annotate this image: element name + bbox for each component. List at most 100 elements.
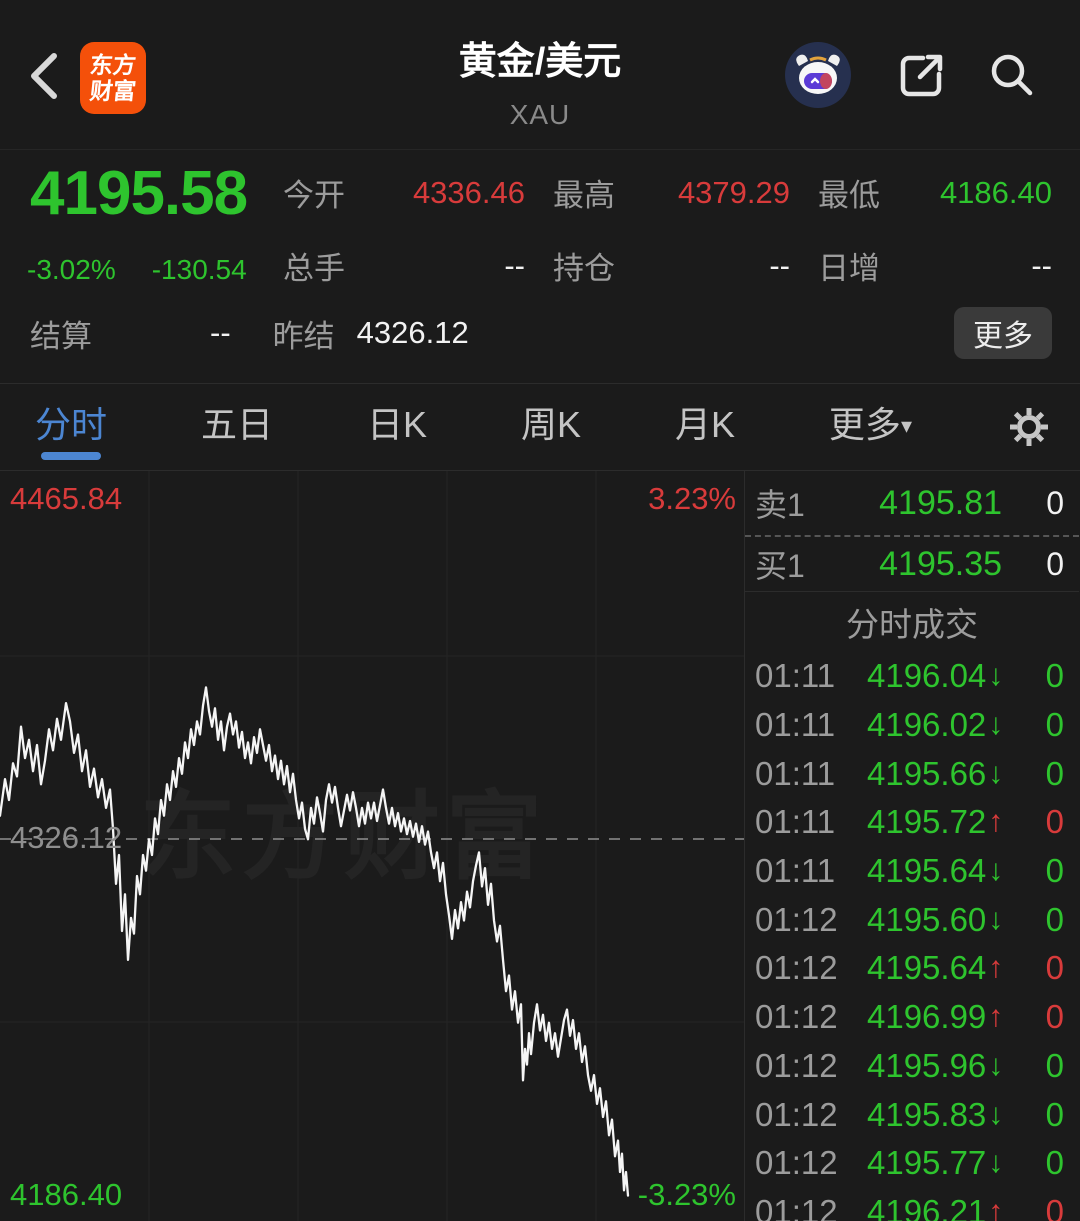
change-value: -130.54 [151, 254, 247, 285]
trade-volume: 0 [1045, 657, 1064, 695]
axis-max-percent-label: 3.23% [648, 481, 736, 516]
trades-header: 分时成交 [846, 606, 978, 643]
prev-close-label: 4326.12 [10, 820, 123, 855]
stat-open-interest: 持仓 -- [553, 247, 790, 287]
trade-direction-arrow: ↑ [988, 1000, 1004, 1034]
trade-volume: 0 [1045, 1144, 1064, 1182]
trade-price: 4196.04 [867, 657, 987, 695]
trade-row: 01:11 4195.72 ↑ 0 [745, 798, 1079, 847]
sell-1-volume: 0 [1046, 484, 1064, 521]
trade-row: 01:12 4195.64 ↑ 0 [745, 944, 1079, 993]
prev-settle-label: 昨结 [272, 318, 335, 354]
sell-1-label: 卖1 [755, 487, 805, 523]
trade-direction-arrow: ↓ [988, 1146, 1004, 1180]
trade-row: 01:12 4195.60 ↓ 0 [745, 895, 1079, 944]
trade-price: 4195.64 [867, 852, 987, 890]
trade-price: 4195.72 [867, 803, 987, 841]
trade-direction-arrow: ↓ [988, 756, 1004, 790]
trade-time: 01:12 [755, 1046, 838, 1084]
trade-price: 4196.21 [867, 1192, 987, 1221]
sell-1-price: 4195.81 [879, 483, 1003, 522]
trade-volume: 0 [1045, 803, 1064, 841]
buy-1-volume: 0 [1046, 545, 1064, 582]
page-title: 黄金/美元 [458, 41, 622, 83]
trade-time: 01:11 [755, 852, 836, 890]
trade-volume: 0 [1045, 754, 1064, 792]
stat-high: 最高 4379.29 [553, 174, 790, 214]
trade-volume: 0 [1045, 949, 1064, 987]
trade-volume: 0 [1045, 1046, 1064, 1084]
trade-direction-arrow: ↓ [988, 1097, 1004, 1131]
stat-volume: 总手 -- [283, 247, 525, 287]
trade-row: 01:12 4195.83 ↓ 0 [745, 1090, 1079, 1139]
buy-1-row[interactable]: 买1 4195.35 0 [745, 535, 1079, 591]
price-plot [0, 471, 744, 1221]
trade-time: 01:12 [755, 900, 838, 938]
trade-row: 01:11 4195.66 ↓ 0 [745, 749, 1079, 798]
trade-volume: 0 [1045, 1192, 1064, 1221]
trade-volume: 0 [1045, 900, 1064, 938]
prev-settle-value: 4326.12 [356, 315, 469, 350]
chevron-down-icon: ▾ [900, 413, 912, 438]
symbol-code: XAU [509, 99, 571, 130]
trade-price: 4196.99 [867, 998, 987, 1036]
trade-time: 01:12 [755, 949, 838, 987]
title-block: 黄金/美元 XAU [0, 30, 1080, 131]
stat-daily-increase: 日增 -- [818, 247, 1052, 287]
trade-row: 01:12 4195.77 ↓ 0 [745, 1139, 1079, 1188]
buy-1-price: 4195.35 [879, 544, 1003, 583]
tab-intraday[interactable]: 分时 [35, 384, 107, 470]
settle-label: 结算 [30, 318, 92, 354]
chart-period-tabs: 分时 五日 日K 周K 月K 更多▾ [0, 384, 1080, 471]
app-logo[interactable]: 东方 财富 [80, 42, 146, 114]
sell-1-row[interactable]: 卖1 4195.81 0 [745, 471, 1079, 535]
trade-price: 4196.02 [867, 706, 987, 744]
trade-price: 4195.60 [867, 900, 987, 938]
trade-direction-arrow: ↓ [988, 1048, 1004, 1082]
tab-5day[interactable]: 五日 [200, 404, 273, 445]
axis-max-label: 4465.84 [10, 481, 123, 516]
stat-low: 最低 4186.40 [818, 174, 1052, 214]
trade-volume: 0 [1045, 998, 1064, 1036]
trade-row: 01:11 4196.02 ↓ 0 [745, 701, 1079, 750]
axis-min-percent-label: -3.23% [637, 1177, 736, 1212]
more-stats-button[interactable]: 更多 [954, 307, 1052, 359]
trade-row: 01:11 4195.64 ↓ 0 [745, 847, 1079, 896]
back-icon[interactable] [24, 50, 64, 102]
trade-row: 01:12 4196.21 ↑ 0 [745, 1188, 1079, 1221]
trade-volume: 0 [1045, 706, 1064, 744]
intraday-chart[interactable]: 东方财富 4465.84 3.23% 4326.12 4186.40 -3.23… [0, 471, 745, 1221]
trade-direction-arrow: ↑ [988, 951, 1004, 985]
tab-more-dropdown[interactable]: 更多▾ [828, 404, 912, 445]
trade-row: 01:11 4196.04 ↓ 0 [745, 652, 1079, 701]
last-price: 4195.58 [30, 159, 248, 228]
ai-assistant-icon[interactable] [783, 40, 853, 110]
trade-price: 4195.66 [867, 754, 987, 792]
axis-min-label: 4186.40 [10, 1177, 123, 1212]
settlement-row: 结算 -- 昨结 4326.12 更多 [30, 306, 1052, 360]
trade-direction-arrow: ↓ [988, 854, 1004, 888]
trade-time: 01:11 [755, 706, 836, 744]
tab-daily-k[interactable]: 日K [366, 404, 427, 445]
trade-direction-arrow: ↑ [988, 805, 1004, 839]
trade-price: 4195.83 [867, 1095, 987, 1133]
order-book-panel: 卖1 4195.81 0 买1 4195.35 0 分时成交 01:11 419… [745, 471, 1079, 1221]
settle-value: -- [210, 315, 231, 350]
trade-time: 01:11 [755, 803, 836, 841]
gear-icon[interactable] [1006, 404, 1052, 450]
search-icon[interactable] [983, 46, 1041, 104]
trade-time: 01:11 [755, 657, 836, 695]
tab-weekly-k[interactable]: 周K [520, 404, 581, 445]
trade-list[interactable]: 01:11 4196.04 ↓ 0 01:11 4196.02 ↓ 0 01:1… [745, 652, 1079, 1221]
stat-open: 今开 4336.46 [283, 174, 525, 214]
trade-direction-arrow: ↑ [988, 1194, 1004, 1221]
tab-monthly-k[interactable]: 月K [674, 404, 735, 445]
header: 东方 财富 黄金/美元 XAU [0, 0, 1080, 150]
quote-stats-grid: 今开 4336.46 最高 4379.29 最低 4186.40 总手 -- 持… [283, 156, 1052, 302]
change-percent: -3.02% [27, 254, 116, 285]
trade-price: 4195.77 [867, 1144, 987, 1182]
trade-time: 01:12 [755, 1192, 838, 1221]
trade-time: 01:12 [755, 998, 838, 1036]
trade-row: 01:12 4196.99 ↑ 0 [745, 993, 1079, 1042]
share-icon[interactable] [893, 46, 951, 104]
